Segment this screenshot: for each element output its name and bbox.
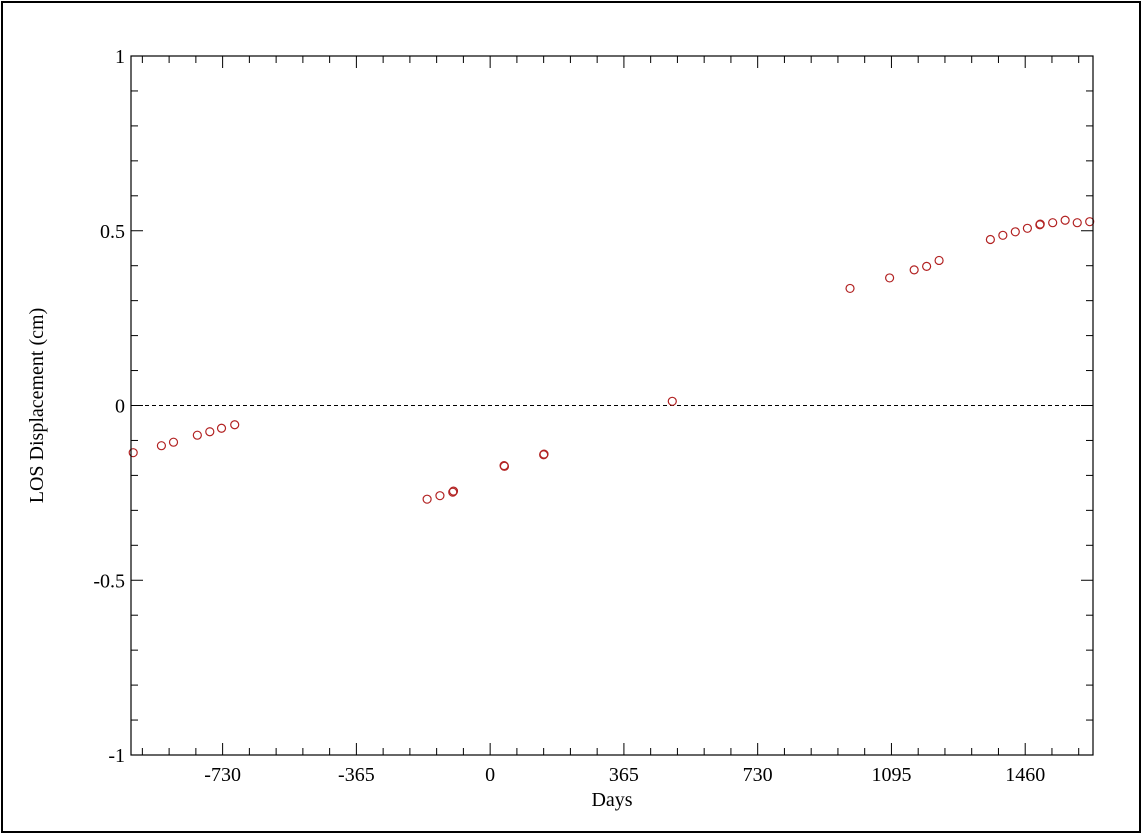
data-point bbox=[1060, 215, 1070, 225]
data-point bbox=[1085, 217, 1095, 227]
data-point bbox=[448, 487, 458, 497]
y-tick-label: 1 bbox=[115, 46, 125, 68]
data-point bbox=[128, 448, 138, 458]
x-tick-label: 730 bbox=[743, 764, 773, 786]
data-point bbox=[230, 420, 240, 430]
data-point bbox=[998, 230, 1008, 240]
x-tick-label: -365 bbox=[338, 764, 375, 786]
scatter-chart: -730 -365 0 365 730 1095 1460 -1 -0.5 0 0.5 1 Days… bbox=[26, 46, 1095, 811]
x-axis-title: Days bbox=[591, 789, 632, 811]
x-tick-label: 0 bbox=[485, 764, 495, 786]
data-point bbox=[539, 449, 549, 459]
plot-border-rect bbox=[130, 55, 1094, 756]
y-axis-title: LOS Displacement (cm) bbox=[26, 308, 48, 504]
data-point bbox=[922, 261, 932, 271]
x-tick-label: 365 bbox=[609, 764, 639, 786]
x-tick-label: 1095 bbox=[871, 764, 911, 786]
y-tick-label: 0.5 bbox=[100, 221, 125, 243]
data-point bbox=[156, 441, 167, 451]
data-point bbox=[985, 234, 995, 245]
data-point bbox=[1035, 219, 1045, 229]
data-point bbox=[192, 430, 202, 440]
data-point bbox=[1022, 223, 1033, 233]
x-tick-labels: -730 -365 0 365 730 1095 1460 bbox=[204, 764, 1045, 786]
data-point bbox=[1048, 218, 1058, 228]
y-tick-labels: -1 -0.5 0 0.5 1 bbox=[93, 46, 125, 767]
data-point bbox=[216, 423, 227, 433]
data-point bbox=[909, 265, 919, 275]
minor-ticks bbox=[131, 56, 1093, 755]
data-point bbox=[205, 427, 215, 437]
data-point bbox=[422, 494, 432, 504]
y-tick-label: 0 bbox=[115, 396, 125, 418]
data-points bbox=[128, 215, 1095, 504]
data-point bbox=[499, 461, 510, 471]
y-tick-label: -1 bbox=[108, 745, 125, 767]
plot-border bbox=[130, 55, 1094, 756]
data-point bbox=[448, 486, 459, 496]
plot-background bbox=[131, 56, 1093, 755]
data-point bbox=[845, 283, 855, 294]
data-point bbox=[667, 396, 677, 406]
data-point bbox=[435, 491, 445, 501]
data-point bbox=[168, 437, 179, 447]
data-point bbox=[885, 273, 895, 283]
data-point bbox=[934, 255, 944, 266]
data-point bbox=[1010, 227, 1020, 237]
x-tick-label: -730 bbox=[204, 764, 241, 786]
data-point bbox=[1072, 218, 1082, 228]
plot-area bbox=[131, 56, 1093, 755]
x-tick-label: 1460 bbox=[1005, 764, 1045, 786]
y-tick-label: -0.5 bbox=[93, 570, 125, 592]
